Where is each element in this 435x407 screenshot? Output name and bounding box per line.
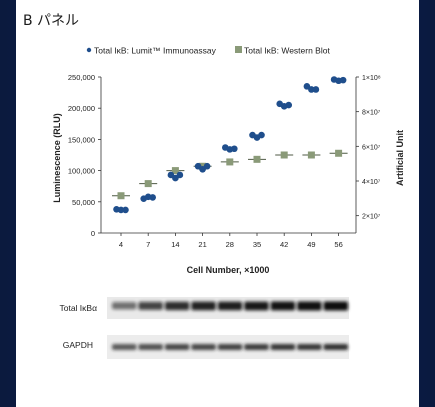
x-tick-label: 7 <box>146 240 150 249</box>
y-tick-label: 150,000 <box>68 135 95 144</box>
blot-label-ikba: Total IκBα <box>59 303 97 313</box>
scatter-chart: Total IκB: Lumit™ Immunoassay Total IκB:… <box>52 46 405 276</box>
y-tick-label: 0 <box>91 229 95 238</box>
data-point-lumit <box>176 171 184 179</box>
y2-tick-label: 1×10⁸ <box>362 75 381 82</box>
blot-band <box>323 301 348 311</box>
legend-marker-western <box>235 46 242 53</box>
data-point-western <box>144 180 152 188</box>
data-point-western <box>171 167 179 175</box>
data-point-lumit <box>285 101 293 109</box>
x-tick-label: 49 <box>307 240 315 249</box>
blot-band <box>217 301 243 311</box>
blot-band <box>164 344 190 350</box>
axes <box>100 77 357 234</box>
blot-band <box>244 301 269 311</box>
blot-band <box>164 301 190 311</box>
data-point-western <box>307 151 315 159</box>
blot-band <box>138 344 163 350</box>
blot-band <box>112 344 137 350</box>
blot-band <box>323 344 348 350</box>
y-tick-label: 250,000 <box>68 73 95 82</box>
series-lumit <box>113 76 347 214</box>
data-point-lumit <box>149 194 156 201</box>
x-tick-label: 35 <box>253 240 261 249</box>
panel-title: B パネル <box>23 13 80 29</box>
x-tick-label: 14 <box>171 240 179 249</box>
y-axis-ticks: 0 50,000 100,000 150,000 200,000 250,000 <box>68 73 101 238</box>
y2-tick-label: 6×10⁷ <box>362 144 381 151</box>
x-tick-label: 21 <box>198 240 206 249</box>
blot-label-gapdh: GAPDH <box>63 340 93 350</box>
blot-band <box>297 344 322 350</box>
x-tick-label: 56 <box>334 240 342 249</box>
blot-band <box>112 302 137 310</box>
x-tick-label: 4 <box>119 240 123 249</box>
blot-band <box>191 344 216 350</box>
legend: Total IκB: Lumit™ Immunoassay Total IκB:… <box>86 46 330 56</box>
y-tick-label: 50,000 <box>72 198 95 207</box>
data-point-western <box>335 149 343 157</box>
y-tick-label: 100,000 <box>68 167 95 176</box>
blot-band <box>138 301 163 310</box>
x-tick-label: 28 <box>226 240 234 249</box>
blot-band <box>270 301 296 311</box>
data-point-western <box>226 158 234 166</box>
x-tick-label: 42 <box>280 240 288 249</box>
data-point-western <box>117 192 125 200</box>
data-point-lumit <box>339 76 347 84</box>
legend-label-western: Total IκB: Western Blot <box>244 46 330 56</box>
x-axis-label: Cell Number, ×1000 <box>187 265 270 275</box>
data-point-western <box>253 155 261 163</box>
data-point-lumit <box>258 131 265 139</box>
blot-bands-ikba <box>112 301 348 311</box>
legend-marker-lumit <box>86 47 92 53</box>
data-point-lumit <box>122 206 129 214</box>
y2-axis-ticks: 2×10⁷ 4×10⁷ 6×10⁷ 8×10⁷ 1×10⁸ <box>356 75 381 221</box>
blot-band <box>270 344 296 350</box>
blot-band <box>244 344 269 350</box>
y2-tick-label: 8×10⁷ <box>362 110 381 117</box>
data-point-lumit <box>203 162 211 170</box>
y2-tick-label: 4×10⁷ <box>362 179 381 186</box>
y-axis-label: Luminescence (RLU) <box>52 113 62 203</box>
data-point-western <box>280 151 288 159</box>
y2-axis-label: Artificial Unit <box>395 130 405 186</box>
y2-tick-label: 2×10⁷ <box>362 214 381 221</box>
blot-band <box>191 301 216 311</box>
legend-label-lumit: Total IκB: Lumit™ Immunoassay <box>94 46 217 56</box>
data-point-lumit <box>312 86 320 93</box>
blot-bands-gapdh <box>112 344 348 350</box>
x-axis-ticks: 4 7 14 21 28 35 42 49 56 <box>119 233 343 249</box>
y-tick-label: 200,000 <box>68 104 95 113</box>
blot-band <box>297 301 322 311</box>
blot-band <box>217 344 243 350</box>
data-point-lumit <box>231 145 238 153</box>
